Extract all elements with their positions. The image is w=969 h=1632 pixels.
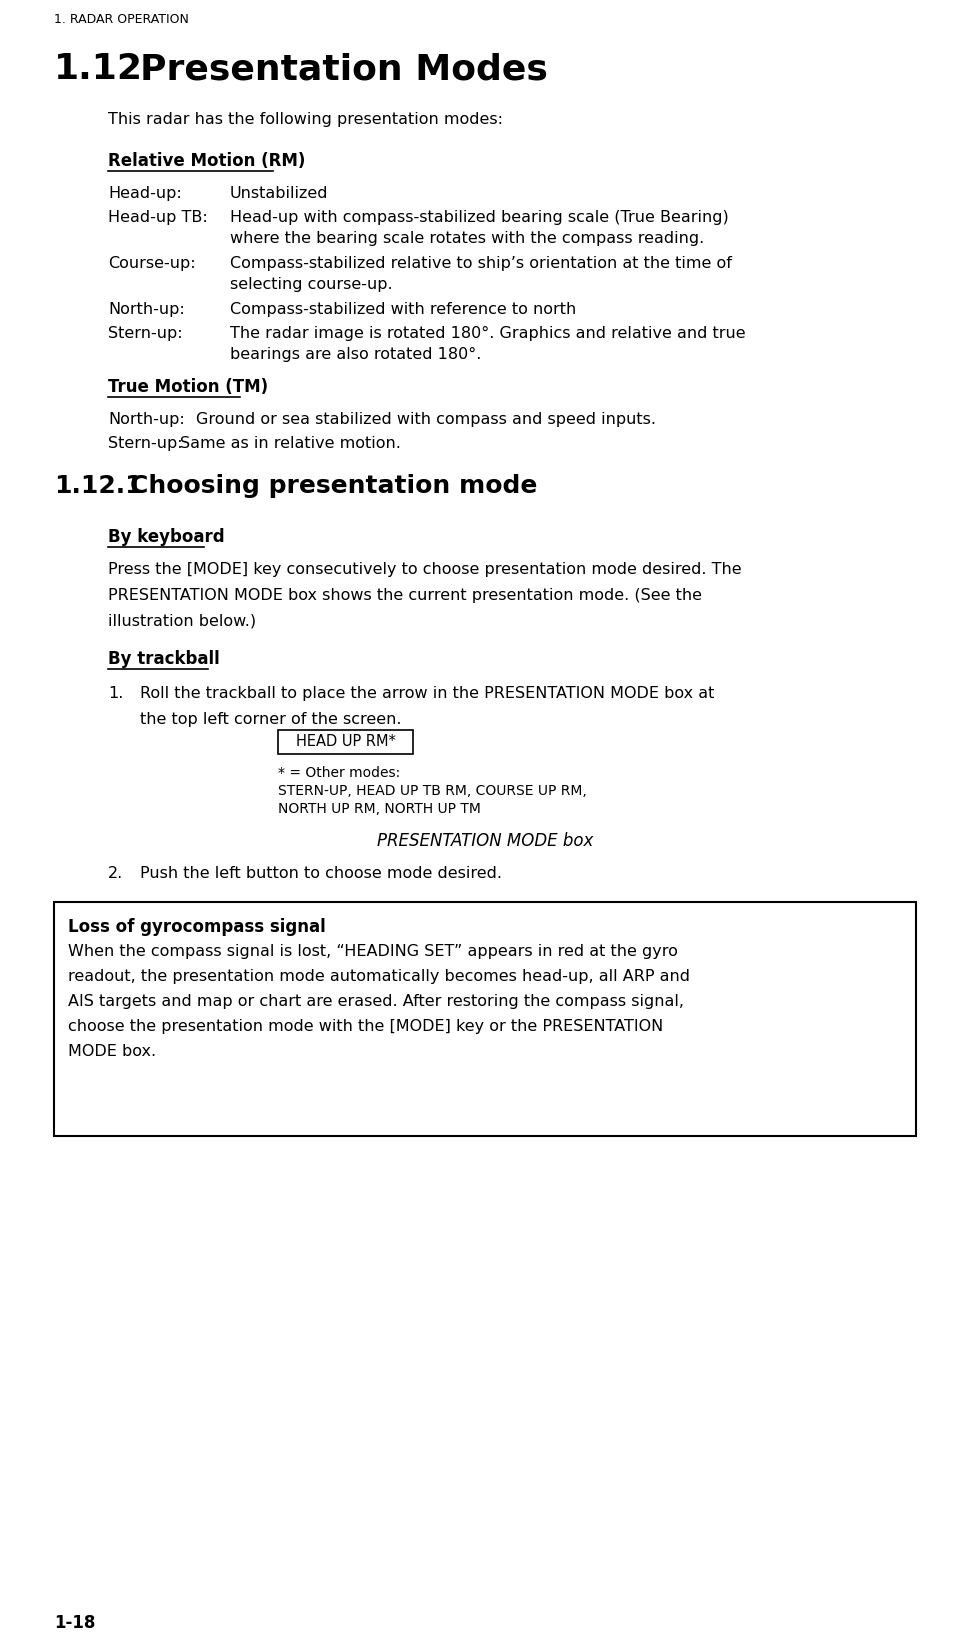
Text: Head-up:: Head-up: xyxy=(108,186,181,201)
Text: When the compass signal is lost, “HEADING SET” appears in red at the gyro: When the compass signal is lost, “HEADIN… xyxy=(68,943,677,960)
Text: Compass-stabilized with reference to north: Compass-stabilized with reference to nor… xyxy=(230,302,576,317)
Bar xyxy=(54,902,915,1136)
Text: Ground or sea stabilized with compass and speed inputs.: Ground or sea stabilized with compass an… xyxy=(196,411,655,428)
Text: This radar has the following presentation modes:: This radar has the following presentatio… xyxy=(108,113,503,127)
Text: 1.12.1: 1.12.1 xyxy=(54,473,142,498)
Text: Stern-up:: Stern-up: xyxy=(108,436,182,450)
Text: North-up:: North-up: xyxy=(108,302,184,317)
Text: STERN-UP, HEAD UP TB RM, COURSE UP RM,: STERN-UP, HEAD UP TB RM, COURSE UP RM, xyxy=(278,783,586,798)
Text: 1.: 1. xyxy=(108,685,123,702)
Text: Presentation Modes: Presentation Modes xyxy=(140,52,547,86)
Text: AIS targets and map or chart are erased. After restoring the compass signal,: AIS targets and map or chart are erased.… xyxy=(68,994,683,1009)
Text: where the bearing scale rotates with the compass reading.: where the bearing scale rotates with the… xyxy=(230,232,703,246)
Text: MODE box.: MODE box. xyxy=(68,1044,156,1059)
Text: 1.12: 1.12 xyxy=(54,52,142,86)
Text: 2.: 2. xyxy=(108,867,123,881)
Text: Same as in relative motion.: Same as in relative motion. xyxy=(180,436,400,450)
Text: North-up:: North-up: xyxy=(108,411,184,428)
Text: PRESENTATION MODE box: PRESENTATION MODE box xyxy=(376,832,593,850)
Text: Press the [MODE] key consecutively to choose presentation mode desired. The: Press the [MODE] key consecutively to ch… xyxy=(108,561,741,578)
Text: Choosing presentation mode: Choosing presentation mode xyxy=(130,473,537,498)
Text: 1-18: 1-18 xyxy=(54,1614,95,1632)
Text: By trackball: By trackball xyxy=(108,650,220,667)
Text: True Motion (TM): True Motion (TM) xyxy=(108,379,267,397)
Text: selecting course-up.: selecting course-up. xyxy=(230,277,392,292)
Text: bearings are also rotated 180°.: bearings are also rotated 180°. xyxy=(230,348,481,362)
Text: Stern-up:: Stern-up: xyxy=(108,326,182,341)
Text: Compass-stabilized relative to ship’s orientation at the time of: Compass-stabilized relative to ship’s or… xyxy=(230,256,732,271)
Text: Push the left button to choose mode desired.: Push the left button to choose mode desi… xyxy=(140,867,502,881)
Text: * = Other modes:: * = Other modes: xyxy=(278,765,400,780)
Text: Head-up TB:: Head-up TB: xyxy=(108,211,207,225)
Bar xyxy=(278,730,413,754)
Text: 1. RADAR OPERATION: 1. RADAR OPERATION xyxy=(54,13,189,26)
Text: By keyboard: By keyboard xyxy=(108,529,225,547)
Text: NORTH UP RM, NORTH UP TM: NORTH UP RM, NORTH UP TM xyxy=(278,801,481,816)
Text: choose the presentation mode with the [MODE] key or the PRESENTATION: choose the presentation mode with the [M… xyxy=(68,1018,663,1035)
Text: Unstabilized: Unstabilized xyxy=(230,186,328,201)
Text: Course-up:: Course-up: xyxy=(108,256,196,271)
Text: Loss of gyrocompass signal: Loss of gyrocompass signal xyxy=(68,917,326,937)
Text: the top left corner of the screen.: the top left corner of the screen. xyxy=(140,712,401,726)
Text: The radar image is rotated 180°. Graphics and relative and true: The radar image is rotated 180°. Graphic… xyxy=(230,326,745,341)
Text: PRESENTATION MODE box shows the current presentation mode. (See the: PRESENTATION MODE box shows the current … xyxy=(108,588,702,602)
Text: readout, the presentation mode automatically becomes head-up, all ARP and: readout, the presentation mode automatic… xyxy=(68,969,689,984)
Text: Roll the trackball to place the arrow in the PRESENTATION MODE box at: Roll the trackball to place the arrow in… xyxy=(140,685,713,702)
Text: illustration below.): illustration below.) xyxy=(108,614,256,628)
Text: Relative Motion (RM): Relative Motion (RM) xyxy=(108,152,305,170)
Text: Head-up with compass-stabilized bearing scale (True Bearing): Head-up with compass-stabilized bearing … xyxy=(230,211,728,225)
Text: HEAD UP RM*: HEAD UP RM* xyxy=(296,734,395,749)
